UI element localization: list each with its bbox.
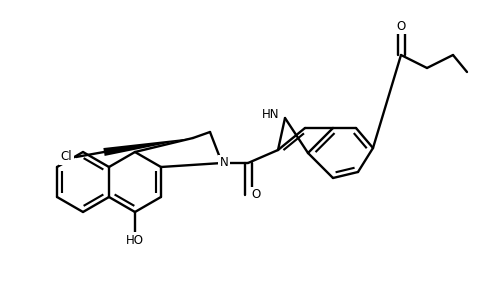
Polygon shape	[104, 138, 193, 156]
Text: Cl: Cl	[60, 150, 72, 164]
Text: HO: HO	[126, 234, 144, 246]
Text: HN: HN	[261, 109, 279, 121]
Text: O: O	[251, 189, 260, 201]
Text: O: O	[396, 20, 406, 32]
Text: N: N	[220, 157, 228, 169]
